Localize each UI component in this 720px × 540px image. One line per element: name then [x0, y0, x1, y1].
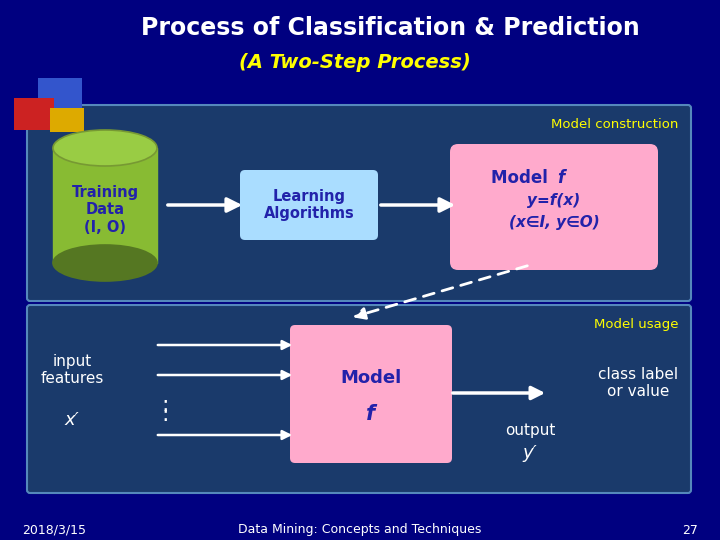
Text: Process of Classification & Prediction: Process of Classification & Prediction: [140, 16, 639, 40]
Text: output: output: [505, 422, 555, 437]
FancyBboxPatch shape: [50, 108, 84, 132]
Text: Model construction: Model construction: [551, 118, 678, 131]
Text: Model usage: Model usage: [593, 318, 678, 331]
Ellipse shape: [53, 130, 157, 166]
Text: :: :: [161, 395, 168, 415]
FancyBboxPatch shape: [27, 105, 691, 301]
FancyBboxPatch shape: [27, 305, 691, 493]
Text: (A Two-Step Process): (A Two-Step Process): [239, 52, 471, 71]
Text: f: f: [366, 404, 376, 424]
Text: x′: x′: [65, 411, 79, 429]
Text: y′: y′: [523, 444, 537, 462]
FancyBboxPatch shape: [450, 144, 658, 270]
Text: class label
or value: class label or value: [598, 367, 678, 399]
Text: y=f(x): y=f(x): [527, 192, 580, 207]
Text: :: :: [161, 405, 168, 425]
Text: Model: Model: [341, 369, 402, 387]
Text: 27: 27: [682, 523, 698, 537]
Ellipse shape: [53, 245, 157, 281]
Text: Training
Data
(I, O): Training Data (I, O): [71, 185, 138, 235]
Text: f: f: [557, 169, 564, 187]
Text: Learning
Algorithms: Learning Algorithms: [264, 189, 354, 221]
FancyBboxPatch shape: [38, 78, 82, 120]
Text: Model: Model: [491, 169, 554, 187]
Text: 2018/3/15: 2018/3/15: [22, 523, 86, 537]
FancyBboxPatch shape: [240, 170, 378, 240]
FancyBboxPatch shape: [290, 325, 452, 463]
Text: input
features: input features: [40, 354, 104, 386]
FancyBboxPatch shape: [14, 98, 54, 130]
Text: (x∈I, y∈O): (x∈I, y∈O): [508, 214, 599, 230]
Text: Data Mining: Concepts and Techniques: Data Mining: Concepts and Techniques: [238, 523, 482, 537]
